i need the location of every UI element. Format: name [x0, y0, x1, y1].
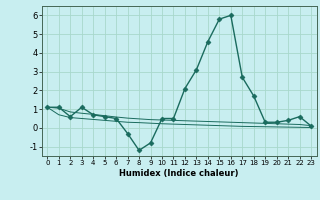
- X-axis label: Humidex (Indice chaleur): Humidex (Indice chaleur): [119, 169, 239, 178]
